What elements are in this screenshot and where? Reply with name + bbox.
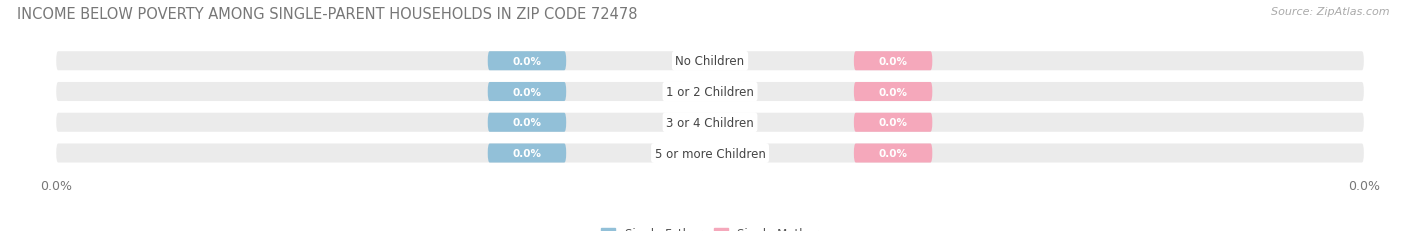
Text: 0.0%: 0.0%	[512, 118, 541, 128]
FancyBboxPatch shape	[488, 83, 567, 102]
FancyBboxPatch shape	[853, 113, 932, 132]
FancyBboxPatch shape	[853, 144, 932, 163]
Text: 3 or 4 Children: 3 or 4 Children	[666, 116, 754, 129]
FancyBboxPatch shape	[56, 113, 1364, 132]
Text: 0.0%: 0.0%	[879, 87, 908, 97]
Text: 0.0%: 0.0%	[512, 148, 541, 158]
Text: 0.0%: 0.0%	[512, 87, 541, 97]
Text: 0.0%: 0.0%	[879, 118, 908, 128]
FancyBboxPatch shape	[488, 52, 567, 71]
FancyBboxPatch shape	[56, 144, 1364, 163]
Text: 5 or more Children: 5 or more Children	[655, 147, 765, 160]
FancyBboxPatch shape	[488, 144, 567, 163]
Text: Source: ZipAtlas.com: Source: ZipAtlas.com	[1271, 7, 1389, 17]
Text: 0.0%: 0.0%	[879, 57, 908, 67]
Text: 1 or 2 Children: 1 or 2 Children	[666, 86, 754, 99]
Text: 0.0%: 0.0%	[879, 148, 908, 158]
Text: No Children: No Children	[675, 55, 745, 68]
FancyBboxPatch shape	[56, 52, 1364, 71]
Text: 0.0%: 0.0%	[512, 57, 541, 67]
FancyBboxPatch shape	[56, 83, 1364, 102]
Legend: Single Father, Single Mother: Single Father, Single Mother	[600, 227, 820, 231]
FancyBboxPatch shape	[488, 113, 567, 132]
FancyBboxPatch shape	[853, 52, 932, 71]
Text: INCOME BELOW POVERTY AMONG SINGLE-PARENT HOUSEHOLDS IN ZIP CODE 72478: INCOME BELOW POVERTY AMONG SINGLE-PARENT…	[17, 7, 637, 22]
FancyBboxPatch shape	[853, 83, 932, 102]
